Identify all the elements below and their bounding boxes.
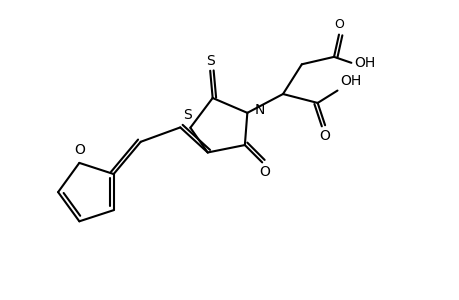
Text: S: S [183,108,192,122]
Text: N: N [254,103,264,117]
Text: O: O [333,18,343,31]
Text: OH: OH [339,74,360,88]
Text: O: O [74,143,84,157]
Text: O: O [259,165,269,179]
Text: S: S [205,54,214,68]
Text: O: O [319,129,330,143]
Text: OH: OH [353,56,374,70]
